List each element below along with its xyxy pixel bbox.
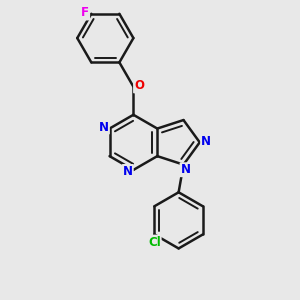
Text: N: N — [123, 165, 133, 178]
Text: O: O — [134, 80, 144, 92]
Text: N: N — [99, 121, 109, 134]
Text: F: F — [81, 7, 89, 20]
Text: N: N — [181, 163, 190, 176]
Text: Cl: Cl — [148, 236, 161, 249]
Text: N: N — [201, 135, 211, 148]
